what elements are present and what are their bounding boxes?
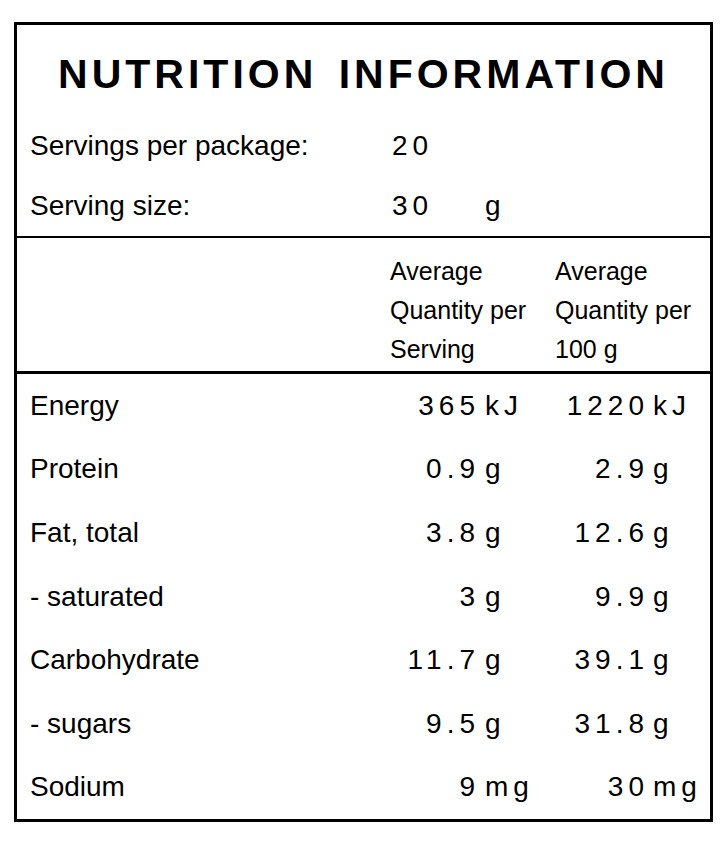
serving-size-value: 30: [392, 190, 480, 222]
serving-size-unit: g: [480, 190, 506, 222]
unit-per-100g: g: [649, 643, 710, 677]
unit-per-100g: kJ: [649, 389, 710, 423]
table-row-sodium: Sodium 9 mg 30 mg: [17, 755, 710, 819]
unit-per-100g: g: [649, 516, 710, 550]
table-row-carbohydrate: Carbohydrate 11.7 g 39.1 g: [17, 628, 710, 692]
qty-per-serving: 0.9: [392, 452, 480, 486]
panel-top-section: NUTRITION INFORMATION Servings per packa…: [17, 25, 710, 236]
serving-size-label: Serving size:: [17, 190, 392, 222]
servings-per-package-row: Servings per package: 20: [17, 116, 710, 176]
table-row-fat-total: Fat, total 3.8 g 12.6 g: [17, 501, 710, 565]
servings-per-package-value: 20: [392, 130, 480, 162]
table-row-saturated: - saturated 3 g 9.9 g: [17, 565, 710, 629]
table-row-protein: Protein 0.9 g 2.9 g: [17, 438, 710, 502]
nutrient-label: Carbohydrate: [17, 643, 392, 677]
per-100g-header-line1: Average: [555, 252, 710, 291]
qty-per-serving: 3.8: [392, 516, 480, 550]
per-serving-header-line1: Average: [390, 252, 555, 291]
per-serving-header-line3: Serving: [390, 330, 555, 369]
unit-per-100g: g: [649, 580, 710, 614]
column-header-per-100g: Average Quantity per 100 g: [555, 252, 710, 371]
unit-per-serving: g: [480, 580, 558, 614]
unit-per-100g: mg: [649, 770, 710, 804]
qty-per-100g: 31.8: [558, 707, 649, 741]
table-row-sugars: - sugars 9.5 g 31.8 g: [17, 692, 710, 756]
qty-per-100g: 39.1: [558, 643, 649, 677]
nutrient-table: Energy 365 kJ 1220 kJ Protein 0.9 g 2.9 …: [17, 374, 710, 819]
servings-per-package-label: Servings per package:: [17, 130, 392, 162]
per-100g-header-line3: 100 g: [555, 330, 710, 369]
qty-per-serving: 11.7: [392, 643, 480, 677]
column-header-row: Average Quantity per Serving Average Qua…: [17, 238, 710, 371]
qty-per-serving: 3: [392, 580, 480, 614]
nutrient-label: - saturated: [17, 580, 392, 614]
qty-per-serving: 9: [392, 770, 480, 804]
page-background: NUTRITION INFORMATION Servings per packa…: [0, 0, 728, 848]
per-serving-header-line2: Quantity per: [390, 291, 555, 330]
table-row-energy: Energy 365 kJ 1220 kJ: [17, 374, 710, 438]
qty-per-100g: 1220: [558, 389, 649, 423]
unit-per-serving: kJ: [480, 389, 558, 423]
unit-per-serving: g: [480, 643, 558, 677]
unit-per-serving: g: [480, 452, 558, 486]
serving-info: Servings per package: 20 Serving size: 3…: [17, 116, 710, 236]
unit-per-100g: g: [649, 452, 710, 486]
qty-per-serving: 365: [392, 389, 480, 423]
unit-per-100g: g: [649, 707, 710, 741]
qty-per-serving: 9.5: [392, 707, 480, 741]
nutrient-label: Protein: [17, 452, 392, 486]
nutrient-label: - sugars: [17, 707, 392, 741]
unit-per-serving: g: [480, 516, 558, 550]
serving-size-row: Serving size: 30 g: [17, 176, 710, 236]
unit-per-serving: g: [480, 707, 558, 741]
panel-title: NUTRITION INFORMATION: [17, 52, 710, 96]
nutrition-panel: NUTRITION INFORMATION Servings per packa…: [14, 22, 713, 822]
nutrient-label: Sodium: [17, 770, 392, 804]
column-header-per-serving: Average Quantity per Serving: [390, 252, 555, 371]
unit-per-serving: mg: [480, 770, 558, 804]
qty-per-100g: 12.6: [558, 516, 649, 550]
nutrient-label: Fat, total: [17, 516, 392, 550]
qty-per-100g: 2.9: [558, 452, 649, 486]
nutrient-label: Energy: [17, 389, 392, 423]
qty-per-100g: 30: [558, 770, 649, 804]
qty-per-100g: 9.9: [558, 580, 649, 614]
per-100g-header-line2: Quantity per: [555, 291, 710, 330]
